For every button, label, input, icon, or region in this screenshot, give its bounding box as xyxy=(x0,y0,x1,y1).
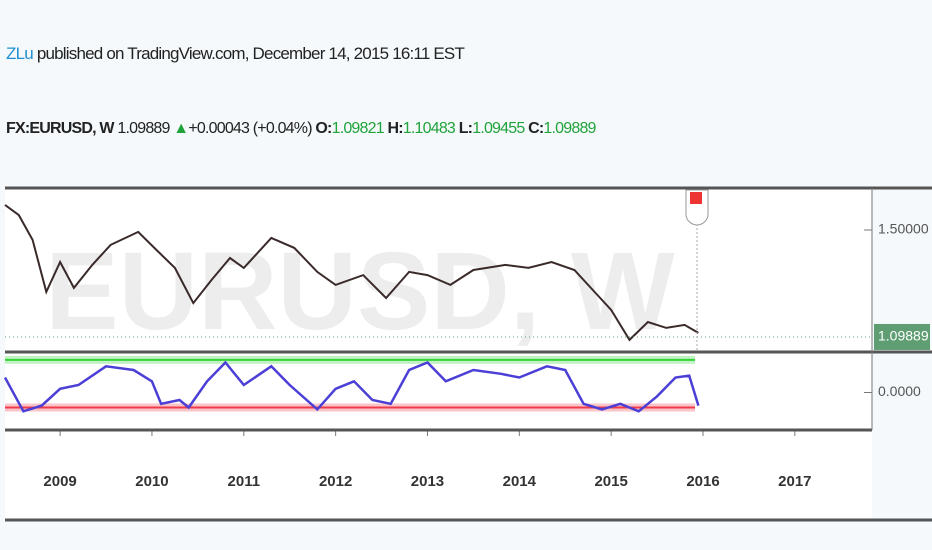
watermark: EURUSD, W xyxy=(45,230,675,353)
x-tick-label: 2009 xyxy=(43,473,76,490)
flag-icon xyxy=(690,192,702,204)
close-label: C: xyxy=(528,120,544,137)
plot-area xyxy=(5,188,872,430)
low-label: L: xyxy=(458,120,473,137)
high-label: H: xyxy=(387,120,404,137)
last-price-label: 1.09889 xyxy=(878,328,929,344)
y-tick-label: 1.50000 xyxy=(878,221,929,237)
series-line xyxy=(3,360,700,413)
up-arrow: ▲ xyxy=(173,120,189,137)
ticker-line: FX:EURUSD, W 1.09889 ▲+0.00043 (+0.04%) … xyxy=(6,120,596,138)
open: 1.09821 xyxy=(331,120,385,137)
x-tick-label: 2017 xyxy=(778,473,811,490)
x-tick-label: 2015 xyxy=(594,473,627,490)
published: published on TradingView.com, December 1… xyxy=(32,44,465,63)
x-tick-label: 2016 xyxy=(686,473,719,490)
open-label: O: xyxy=(315,120,332,137)
y-tick-label: 0.0000 xyxy=(878,383,921,399)
author[interactable]: ZLu xyxy=(6,44,34,63)
publish-line: ZLu published on TradingView.com, Decemb… xyxy=(6,44,465,64)
series-line xyxy=(4,204,699,342)
x-tick-label: 2014 xyxy=(503,473,537,490)
x-tick-label: 2011 xyxy=(228,473,261,490)
x-tick-label: 2012 xyxy=(319,473,352,490)
time-axis-area xyxy=(5,430,872,520)
x-tick-label: 2013 xyxy=(411,473,444,490)
close: 1.09889 xyxy=(543,120,596,137)
price: 1.09889 xyxy=(117,120,170,137)
high: 1.10483 xyxy=(402,120,456,137)
x-tick-label: 2010 xyxy=(135,473,168,490)
symbol: FX:EURUSD, W xyxy=(6,120,115,137)
last-price-box xyxy=(874,323,930,350)
low: 1.09455 xyxy=(472,120,525,137)
change: +0.00043 (+0.04%) xyxy=(188,120,312,137)
